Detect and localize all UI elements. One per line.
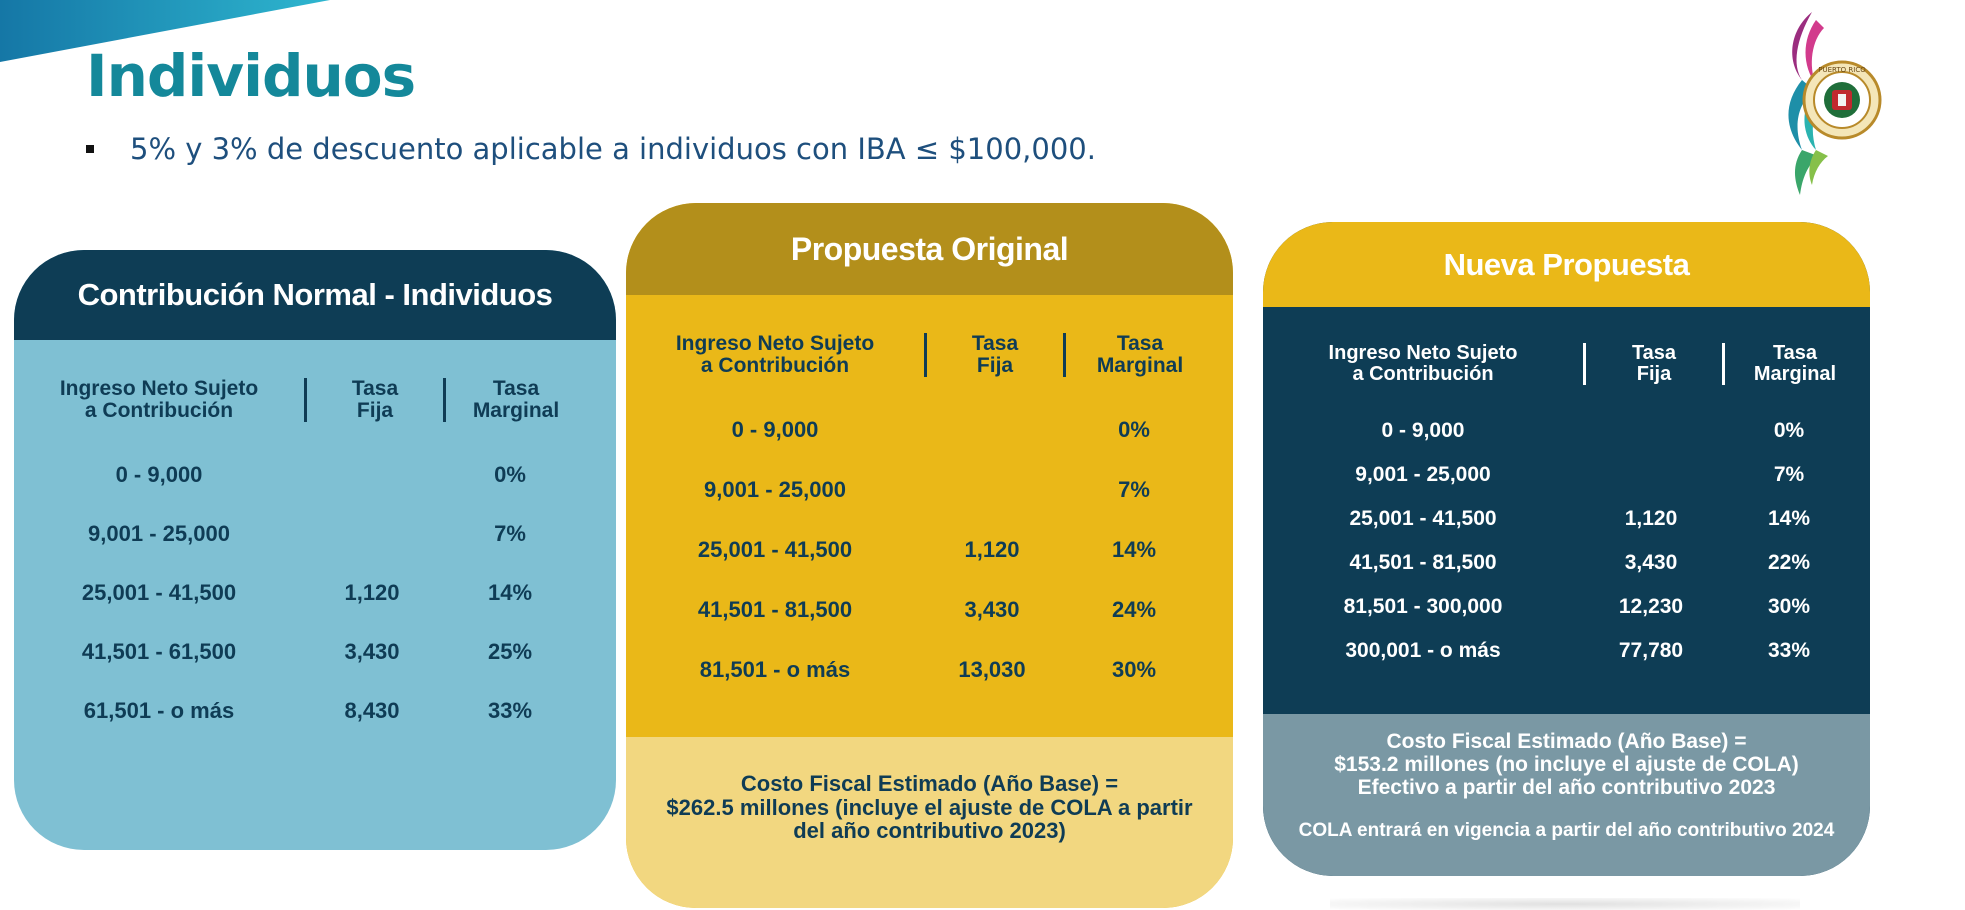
column-header-ingreso: Ingreso Neto Sujeto a Contribución [59, 377, 259, 423]
bottom-shadow-decoration [1330, 898, 1800, 910]
marginal-cell: 14% [1767, 507, 1811, 530]
footer-line: del año contributivo 2023) [793, 818, 1066, 844]
range-cell: 61,501 - o más [83, 697, 235, 723]
fija-cell: 3,430 [344, 638, 400, 664]
marginal-cell: 22% [1767, 551, 1811, 574]
range-cell: 41,501 - 81,500 [697, 597, 853, 623]
table-row: 9,001 - 25,000 7% [1263, 453, 1870, 497]
costo-fiscal-footer: Costo Fiscal Estimado (Año Base) = $153.… [1263, 714, 1870, 876]
marginal-cell: 24% [1111, 597, 1157, 623]
fija-cell: 1,120 [1624, 507, 1678, 530]
bullet-text: 5% y 3% de descuento aplicable a individ… [130, 132, 1096, 166]
marginal-cell: 7% [494, 520, 526, 546]
fija-cell: 1,120 [964, 537, 1020, 563]
range-cell: 25,001 - 41,500 [81, 579, 237, 605]
corner-stripe-decoration [0, 0, 330, 62]
marginal-cell: 30% [1111, 657, 1157, 683]
bullet-square-icon [86, 145, 94, 153]
marginal-cell: 0% [1118, 417, 1150, 443]
marginal-cell: 25% [487, 638, 533, 664]
marginal-cell: 7% [1773, 463, 1805, 486]
table-header: Ingreso Neto Sujeto a Contribución Tasa Fi… [1263, 343, 1870, 385]
svg-text:PUERTO RICO: PUERTO RICO [1818, 66, 1866, 74]
fija-cell: 1,120 [344, 579, 400, 605]
card-contribucion-normal: Contribución Normal - Individuos Ingreso… [14, 250, 616, 850]
fija-cell: 3,430 [964, 597, 1020, 623]
table-row: 41,501 - 61,500 3,430 25% [14, 622, 616, 681]
table-header: Ingreso Neto Sujeto a Contribución Tasa Fi… [14, 377, 616, 423]
range-cell: 41,501 - 61,500 [81, 638, 237, 664]
column-divider [304, 378, 307, 423]
range-cell: 0 - 9,000 [731, 417, 819, 443]
column-divider [443, 378, 446, 423]
range-cell: 41,501 - 81,500 [1349, 551, 1497, 574]
fija-cell: 8,430 [344, 697, 400, 723]
marginal-cell: 0% [494, 461, 526, 487]
table-row: 0 - 9,000 0% [14, 445, 616, 504]
page-title: Individuos [86, 42, 416, 110]
column-divider [1063, 333, 1066, 378]
table-row: 25,001 - 41,500 1,120 14% [626, 520, 1233, 580]
table-row: 0 - 9,000 0% [626, 400, 1233, 460]
table-row: 0 - 9,000 0% [1263, 409, 1870, 453]
bullet-point: 5% y 3% de descuento aplicable a individ… [86, 132, 1096, 166]
fija-cell: 12,230 [1618, 595, 1684, 618]
table-row: 9,001 - 25,000 7% [14, 504, 616, 563]
column-header-tasa-fija: Tasa Fija [971, 332, 1019, 378]
fija-cell: 13,030 [958, 657, 1026, 683]
footer-line: Efectivo a partir del año contributivo 2… [1357, 776, 1776, 800]
range-cell: 81,501 - 300,000 [1343, 595, 1503, 618]
marginal-cell: 14% [487, 579, 533, 605]
table-row: 9,001 - 25,000 7% [626, 460, 1233, 520]
range-cell: 9,001 - 25,000 [1355, 463, 1491, 486]
footer-line: $153.2 millones (no incluye el ajuste de… [1334, 753, 1799, 776]
card-propuesta-original: Propuesta Original Ingreso Neto Sujeto a … [626, 203, 1233, 908]
costo-fiscal-footer: Costo Fiscal Estimado (Año Base) = $262.… [626, 737, 1233, 908]
marginal-cell: 14% [1111, 537, 1157, 563]
column-header-tasa-fija: Tasa Fija [351, 377, 399, 423]
card-nueva-propuesta: Nueva Propuesta Ingreso Neto Sujeto a Con… [1263, 222, 1870, 876]
column-header-tasa-fija: Tasa Fija [1631, 342, 1677, 385]
range-cell: 9,001 - 25,000 [88, 520, 230, 546]
column-divider [1722, 343, 1725, 385]
marginal-cell: 0% [1773, 419, 1805, 442]
cola-note: COLA entrará en vigencia a partir del añ… [1298, 820, 1835, 842]
column-divider [1583, 343, 1586, 385]
footer-line: $262.5 millones (incluye el ajuste de CO… [666, 794, 1193, 820]
fija-cell: 3,430 [1624, 551, 1678, 574]
column-header-tasa-marginal: Tasa Marginal [1753, 342, 1837, 385]
marginal-cell: 33% [487, 697, 533, 723]
range-cell: 0 - 9,000 [1381, 419, 1465, 442]
range-cell: 0 - 9,000 [115, 461, 203, 487]
column-header-tasa-marginal: Tasa Marginal [1096, 332, 1184, 378]
card-title: Contribución Normal - Individuos [14, 250, 616, 340]
range-cell: 81,501 - o más [699, 657, 851, 683]
range-cell: 300,001 - o más [1345, 639, 1501, 662]
column-divider [924, 333, 927, 378]
table-row: 81,501 - 300,000 12,230 30% [1263, 585, 1870, 629]
table-row: 25,001 - 41,500 1,120 14% [14, 563, 616, 622]
column-header-ingreso: Ingreso Neto Sujeto a Contribución [1328, 342, 1518, 385]
column-header-tasa-marginal: Tasa Marginal [472, 377, 560, 423]
footer-line: Costo Fiscal Estimado (Año Base) = [1386, 729, 1747, 753]
fija-cell: 77,780 [1618, 639, 1684, 662]
table-row: 300,001 - o más 77,780 33% [1263, 629, 1870, 673]
marginal-cell: 30% [1767, 595, 1811, 618]
table-row: 41,501 - 81,500 3,430 24% [626, 580, 1233, 640]
card-title: Propuesta Original [626, 203, 1233, 295]
table-header: Ingreso Neto Sujeto a Contribución Tasa Fi… [626, 332, 1233, 378]
column-header-ingreso: Ingreso Neto Sujeto a Contribución [675, 332, 875, 378]
footer-line: Costo Fiscal Estimado (Año Base) = [740, 770, 1119, 796]
marginal-cell: 33% [1767, 639, 1811, 662]
gobierno-de-puerto-rico-seal-icon: PUERTO RICO [1788, 12, 1882, 195]
card-title: Nueva Propuesta [1263, 222, 1870, 307]
table-row: 61,501 - o más 8,430 33% [14, 681, 616, 740]
table-row: 81,501 - o más 13,030 30% [626, 640, 1233, 700]
range-cell: 25,001 - 41,500 [1349, 507, 1497, 530]
range-cell: 25,001 - 41,500 [697, 537, 853, 563]
table-row: 25,001 - 41,500 1,120 14% [1263, 497, 1870, 541]
range-cell: 9,001 - 25,000 [704, 477, 846, 503]
table-row: 41,501 - 81,500 3,430 22% [1263, 541, 1870, 585]
marginal-cell: 7% [1118, 477, 1150, 503]
